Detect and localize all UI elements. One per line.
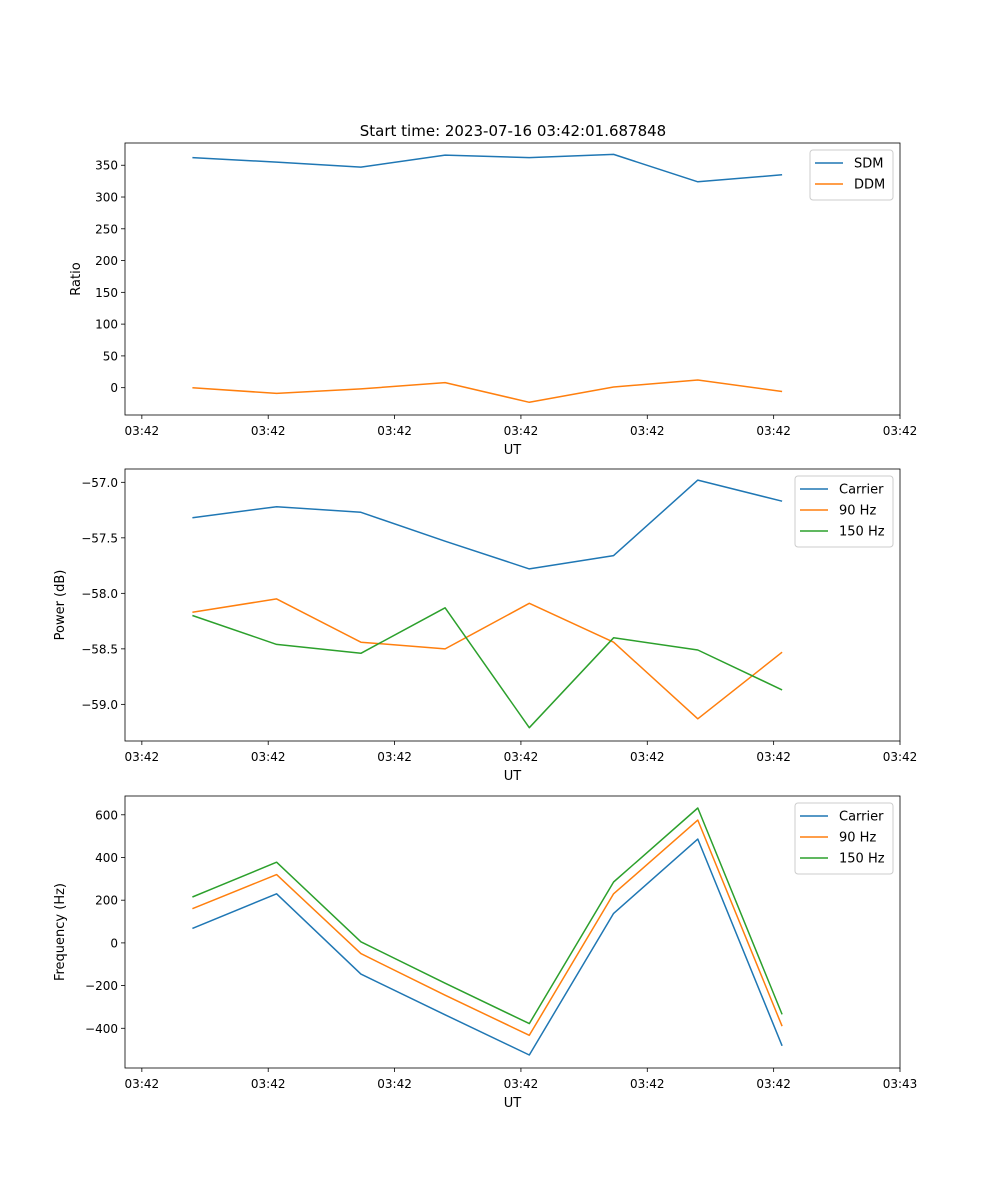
x-axis: 03:42 03:42 03:42 03:42 03:42 03:42 03:43 UT	[125, 1068, 918, 1111]
x-axis-label: UT	[504, 1096, 522, 1111]
legend-label: 90 Hz	[839, 504, 876, 519]
legend-box	[794, 475, 894, 548]
legend-box	[794, 802, 894, 875]
x-tick-label: 03:42	[504, 424, 539, 438]
legend: Carrier 90 Hz 150 Hz	[794, 802, 894, 875]
series-lines	[192, 807, 783, 1056]
y-tick-label: 0	[110, 381, 118, 395]
series-line-ddm	[192, 379, 783, 404]
y-axis-label: Power (dB)	[53, 570, 68, 641]
series-line-carrier	[192, 838, 783, 1056]
legend-label: SDM	[854, 157, 883, 172]
x-tick-label: 03:42	[756, 1077, 791, 1091]
legend-item: 90 Hz	[800, 504, 876, 519]
figure-title: Start time: 2023-07-16 03:42:01.687848	[360, 122, 666, 140]
y-tick-label: 300	[95, 191, 118, 205]
legend-item: SDM	[815, 157, 883, 172]
y-tick-label: 50	[103, 349, 118, 363]
legend-item: 150 Hz	[800, 525, 885, 540]
axes-frame	[124, 142, 901, 416]
y-axis: 600 400 200 0 −200 −400 Frequency (Hz)	[53, 808, 125, 1036]
series-line-carrier	[192, 479, 783, 570]
x-tick-label: 03:42	[251, 1077, 286, 1091]
x-tick-label: 03:42	[630, 750, 665, 764]
chart-2: 03:42 03:42 03:42 03:42 03:42 03:42 03:42 UT −57…	[53, 468, 918, 784]
y-tick-label: 200	[95, 254, 118, 268]
y-tick-label: −58.5	[81, 642, 118, 656]
x-tick-label: 03:42	[377, 424, 412, 438]
y-tick-label: 250	[95, 222, 118, 236]
y-tick-label: −200	[85, 979, 118, 993]
y-axis-label: Ratio	[69, 262, 84, 295]
legend-item: Carrier	[800, 810, 884, 825]
legend-item: 150 Hz	[800, 852, 885, 867]
legend-item: DDM	[815, 178, 885, 193]
x-axis: 03:42 03:42 03:42 03:42 03:42 03:42 03:42 UT	[125, 741, 918, 784]
series-line-90-hz	[192, 819, 783, 1037]
y-tick-label: −57.5	[81, 531, 118, 545]
y-tick-label: −400	[85, 1022, 118, 1036]
series-line-150-hz	[192, 607, 783, 729]
series-line-sdm	[192, 153, 783, 183]
x-axis-label: UT	[504, 769, 522, 784]
y-axis: 0 50 100 150 200 250 300 350 Ratio	[69, 159, 125, 395]
series-line-150-hz	[192, 807, 783, 1025]
x-axis: 03:42 03:42 03:42 03:42 03:42 03:42 03:42 UT	[125, 415, 918, 458]
chart-1: 03:42 03:42 03:42 03:42 03:42 03:42 03:42 UT 0 50…	[69, 142, 918, 458]
y-tick-label: −58.0	[81, 587, 118, 601]
x-axis-label: UT	[504, 443, 522, 458]
x-tick-label: 03:43	[883, 1077, 918, 1091]
x-tick-label: 03:42	[125, 424, 160, 438]
legend-item: 90 Hz	[800, 831, 876, 846]
legend-label: 90 Hz	[839, 831, 876, 846]
legend: Carrier 90 Hz 150 Hz	[794, 475, 894, 548]
legend-label: 150 Hz	[839, 852, 885, 867]
x-tick-label: 03:42	[756, 750, 791, 764]
x-tick-label: 03:42	[125, 750, 160, 764]
legend-label: Carrier	[839, 483, 884, 498]
x-tick-label: 03:42	[504, 1077, 539, 1091]
y-tick-label: −59.0	[81, 698, 118, 712]
y-tick-label: 150	[95, 286, 118, 300]
legend: SDM DDM	[809, 149, 894, 201]
chart-3: 03:42 03:42 03:42 03:42 03:42 03:42 03:43 UT 600…	[53, 795, 918, 1111]
y-tick-label: 400	[95, 851, 118, 865]
panels: 03:42 03:42 03:42 03:42 03:42 03:42 03:42 UT 0 50…	[53, 142, 918, 1111]
x-tick-label: 03:42	[377, 1077, 412, 1091]
legend-label: Carrier	[839, 810, 884, 825]
y-tick-label: 200	[95, 894, 118, 908]
y-tick-label: 350	[95, 159, 118, 173]
series-lines	[192, 479, 783, 729]
y-axis-label: Frequency (Hz)	[53, 883, 68, 981]
y-axis: −57.0 −57.5 −58.0 −58.5 −59.0 Power (dB)	[53, 476, 125, 712]
x-tick-label: 03:42	[883, 750, 918, 764]
x-tick-label: 03:42	[883, 424, 918, 438]
series-line-90-hz	[192, 598, 783, 720]
y-tick-label: 100	[95, 318, 118, 332]
x-tick-label: 03:42	[630, 424, 665, 438]
y-tick-label: 0	[110, 936, 118, 950]
legend-label: DDM	[854, 178, 885, 193]
x-tick-label: 03:42	[251, 424, 286, 438]
y-tick-label: −57.0	[81, 476, 118, 490]
x-tick-label: 03:42	[630, 1077, 665, 1091]
y-tick-label: 600	[95, 808, 118, 822]
axes-frame	[124, 795, 901, 1069]
legend-item: Carrier	[800, 483, 884, 498]
legend-label: 150 Hz	[839, 525, 885, 540]
x-tick-label: 03:42	[377, 750, 412, 764]
axes-frame	[124, 468, 901, 742]
x-tick-label: 03:42	[251, 750, 286, 764]
x-tick-label: 03:42	[125, 1077, 160, 1091]
series-lines	[192, 153, 783, 404]
x-tick-label: 03:42	[756, 424, 791, 438]
x-tick-label: 03:42	[504, 750, 539, 764]
